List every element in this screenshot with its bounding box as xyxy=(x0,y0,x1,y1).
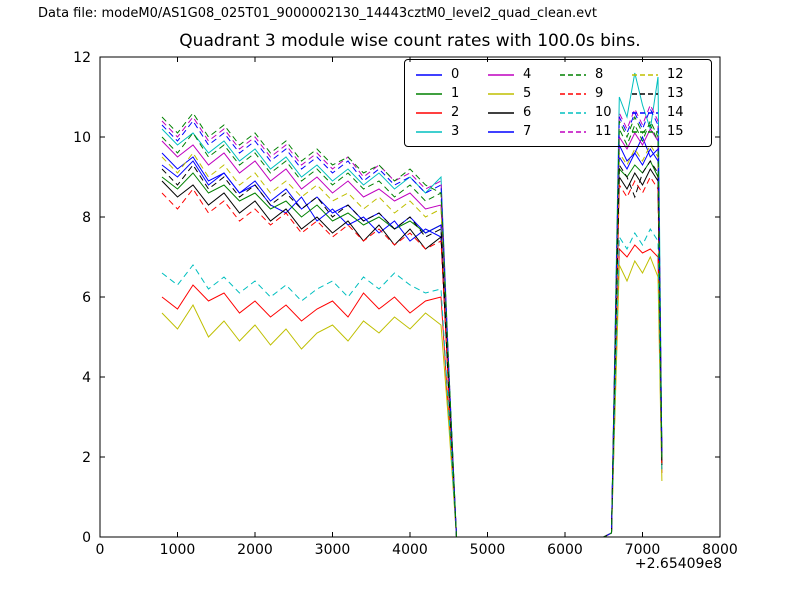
y-tick-label: 8 xyxy=(82,210,91,226)
legend-line-sample-10 xyxy=(560,111,586,114)
data-file-label: Data file: modeM0/AS1G08_025T01_90000021… xyxy=(38,6,597,21)
series-line-13 xyxy=(161,160,663,538)
legend-line-sample-8 xyxy=(560,73,586,76)
y-tick-label: 0 xyxy=(82,530,91,546)
legend-line-sample-12 xyxy=(632,73,658,76)
legend-label-1: 1 xyxy=(451,86,460,101)
series-line-14 xyxy=(161,107,663,538)
legend: 0 1 2 3 4 5 6 7 8 9 10 11 12 13 14 15 xyxy=(404,59,712,147)
series-line-12 xyxy=(161,143,663,538)
legend-line-sample-2 xyxy=(416,111,442,114)
legend-label-14: 14 xyxy=(667,105,684,120)
legend-label-7: 7 xyxy=(523,124,532,139)
legend-item-11: 11 xyxy=(558,122,630,141)
legend-item-12: 12 xyxy=(630,65,702,84)
series-line-11 xyxy=(161,103,663,538)
legend-item-13: 13 xyxy=(630,84,702,103)
legend-line-sample-0 xyxy=(416,73,442,76)
y-tick-label: 2 xyxy=(82,450,91,466)
legend-label-0: 0 xyxy=(451,67,460,82)
chart-title: Quadrant 3 module wise count rates with … xyxy=(179,31,641,51)
y-tick-label: 12 xyxy=(73,50,91,66)
legend-label-12: 12 xyxy=(667,67,684,82)
legend-label-10: 10 xyxy=(595,105,612,120)
legend-item-4: 4 xyxy=(486,65,558,84)
legend-item-15: 15 xyxy=(630,122,702,141)
legend-label-13: 13 xyxy=(667,86,684,101)
legend-line-sample-4 xyxy=(488,73,514,76)
legend-label-5: 5 xyxy=(523,86,532,101)
series-line-9 xyxy=(161,175,663,538)
series-line-6 xyxy=(161,167,663,538)
x-tick-label: 2000 xyxy=(237,542,273,558)
x-tick-label: 4000 xyxy=(392,542,428,558)
legend-label-2: 2 xyxy=(451,105,460,120)
series-line-15 xyxy=(161,112,663,538)
x-axis-offset-label: +2.65409e8 xyxy=(634,556,722,572)
legend-line-sample-14 xyxy=(632,111,658,114)
x-tick-label: 6000 xyxy=(547,542,583,558)
series-line-3 xyxy=(161,72,663,538)
legend-item-3: 3 xyxy=(414,122,486,141)
x-tick-label: 8000 xyxy=(702,542,738,558)
y-tick-label: 4 xyxy=(82,370,91,386)
legend-line-sample-15 xyxy=(632,130,658,133)
x-tick-label: 3000 xyxy=(315,542,351,558)
legend-item-0: 0 xyxy=(414,65,486,84)
series-line-7 xyxy=(161,147,663,538)
x-tick-label: 1000 xyxy=(160,542,196,558)
x-tick-label: 5000 xyxy=(470,542,506,558)
legend-line-sample-7 xyxy=(488,130,514,133)
legend-label-8: 8 xyxy=(595,67,604,82)
legend-item-6: 6 xyxy=(486,103,558,122)
legend-item-7: 7 xyxy=(486,122,558,141)
legend-item-5: 5 xyxy=(486,84,558,103)
x-tick-label: 0 xyxy=(96,542,105,558)
legend-item-2: 2 xyxy=(414,103,486,122)
legend-label-11: 11 xyxy=(595,124,612,139)
legend-line-sample-11 xyxy=(560,130,586,133)
x-tick-label: 7000 xyxy=(625,542,661,558)
legend-item-10: 10 xyxy=(558,103,630,122)
legend-line-sample-13 xyxy=(632,92,658,95)
legend-line-sample-1 xyxy=(416,92,442,95)
legend-label-4: 4 xyxy=(523,67,532,82)
series-line-10 xyxy=(161,227,663,538)
legend-item-8: 8 xyxy=(558,65,630,84)
series-line-0 xyxy=(161,135,663,538)
series-line-8 xyxy=(161,119,663,538)
y-tick-label: 6 xyxy=(82,290,91,306)
series-line-1 xyxy=(161,159,663,538)
legend-line-sample-6 xyxy=(488,111,514,114)
legend-item-1: 1 xyxy=(414,84,486,103)
legend-item-9: 9 xyxy=(558,84,630,103)
y-tick-label: 10 xyxy=(73,130,91,146)
legend-line-sample-5 xyxy=(488,92,514,95)
legend-label-6: 6 xyxy=(523,105,532,120)
legend-line-sample-9 xyxy=(560,92,586,95)
series-line-2 xyxy=(161,244,663,538)
series-line-5 xyxy=(161,255,663,538)
series-line-4 xyxy=(161,127,663,538)
legend-line-sample-3 xyxy=(416,130,442,133)
legend-label-9: 9 xyxy=(595,86,604,101)
legend-label-3: 3 xyxy=(451,124,460,139)
legend-label-15: 15 xyxy=(667,124,684,139)
legend-item-14: 14 xyxy=(630,103,702,122)
